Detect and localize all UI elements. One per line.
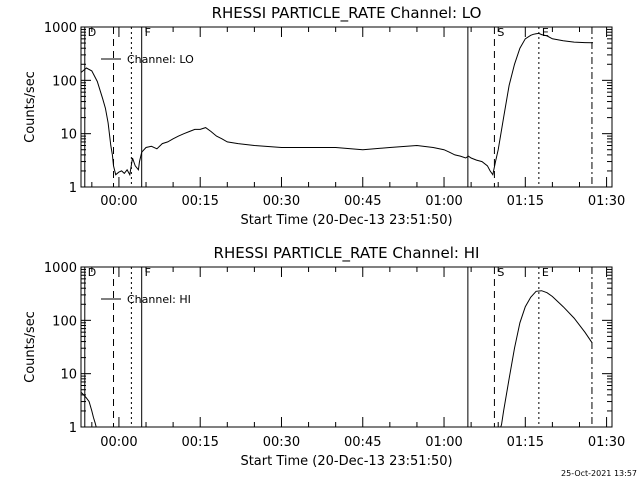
hi-y-tick-label: 1 <box>69 421 77 436</box>
lo-event-marker-label: F <box>145 26 151 39</box>
hi-chart-title: RHESSI PARTICLE_RATE Channel: HI <box>214 244 480 263</box>
lo-event-marker-label: D <box>88 26 96 39</box>
hi-x-tick-label: 01:15 <box>507 435 544 450</box>
hi-event-marker-label: D <box>88 266 96 279</box>
lo-event-marker-label: E <box>542 26 549 39</box>
hi-x-tick-label: 00:30 <box>263 435 300 450</box>
hi-x-axis-label: Start Time (20-Dec-13 23:51:50) <box>240 454 452 469</box>
lo-series-line <box>81 32 594 177</box>
lo-x-tick-label: 01:30 <box>588 194 625 209</box>
hi-x-tick-label: 00:15 <box>181 435 218 450</box>
lo-y-axis-label: Counts/sec <box>23 71 38 143</box>
hi-series-line <box>81 290 593 427</box>
lo-x-tick-label: 00:15 <box>181 194 218 209</box>
lo-legend-label: Channel: LO <box>127 53 194 66</box>
footer-timestamp: 25-Oct-2021 13:57 <box>561 469 637 478</box>
lo-x-tick-label: 00:00 <box>100 194 137 209</box>
hi-y-tick-label: 100 <box>52 314 77 329</box>
hi-y-axis-label: Counts/sec <box>23 311 38 383</box>
hi-x-tick-label: 00:45 <box>344 435 381 450</box>
hi-event-marker-label: S <box>497 266 504 279</box>
lo-x-tick-label: 00:30 <box>263 194 300 209</box>
lo-plot-frame <box>80 26 613 188</box>
lo-channel-panel: RHESSI PARTICLE_RATE Channel: LO 1 10 100 10… <box>23 4 625 228</box>
hi-y-tick-label: 10 <box>60 368 77 383</box>
hi-event-marker-label: F <box>145 266 151 279</box>
lo-x-tick-label: 00:45 <box>344 194 381 209</box>
lo-event-marker-label: S <box>497 26 504 39</box>
hi-event-marker-label: E <box>542 266 549 279</box>
lo-chart-title: RHESSI PARTICLE_RATE Channel: LO <box>212 4 482 23</box>
hi-channel-panel: RHESSI PARTICLE_RATE Channel: HI 1 10 100 10… <box>23 244 625 469</box>
lo-y-tick-label: 10 <box>60 128 77 143</box>
hi-legend-label: Channel: HI <box>127 293 191 306</box>
hi-x-tick-label: 01:00 <box>425 435 462 450</box>
lo-x-axis-label: Start Time (20-Dec-13 23:51:50) <box>240 213 452 228</box>
lo-x-tick-label: 01:00 <box>425 194 462 209</box>
hi-y-tick-label: 1000 <box>44 261 77 276</box>
lo-y-tick-label: 100 <box>52 74 77 89</box>
lo-y-tick-label: 1000 <box>44 21 77 36</box>
lo-y-tick-label: 1 <box>69 181 77 196</box>
lo-x-tick-label: 01:15 <box>507 194 544 209</box>
hi-x-tick-label: 01:30 <box>588 435 625 450</box>
hi-x-tick-label: 00:00 <box>100 435 137 450</box>
hi-plot-frame <box>80 266 613 428</box>
